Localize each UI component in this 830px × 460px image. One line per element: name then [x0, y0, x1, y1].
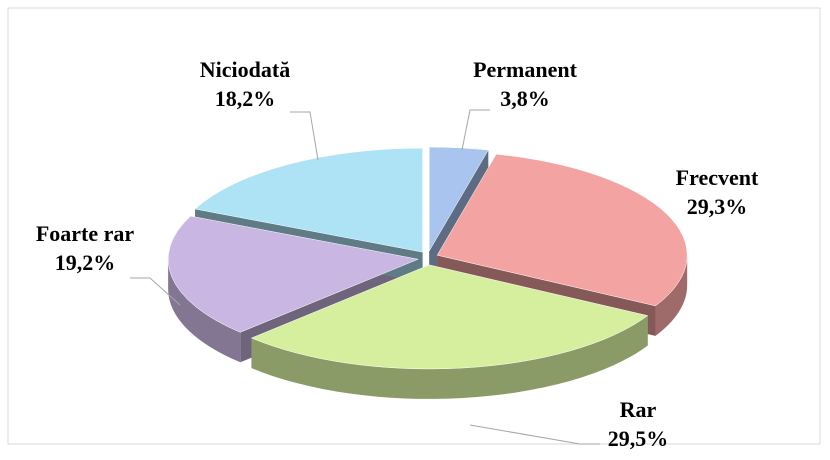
slice-side-shade	[655, 255, 688, 336]
data-label-value: 29,5%	[608, 426, 669, 451]
data-label-name: Rar	[620, 397, 657, 422]
slice	[167, 215, 420, 333]
data-label-value: 29,3%	[687, 194, 748, 219]
leader-line	[469, 424, 600, 445]
leader-line	[461, 109, 490, 151]
leader-line	[130, 277, 181, 306]
slice	[250, 264, 649, 370]
slice	[436, 153, 688, 307]
data-label-name: Frecvent	[676, 165, 759, 190]
slice-side-shade	[251, 315, 648, 399]
slice-side-shade	[168, 259, 241, 363]
data-label-name: Foarte rar	[36, 221, 135, 246]
slice-side	[251, 315, 648, 399]
data-label-value: 19,2%	[55, 250, 116, 275]
slice-side	[655, 255, 688, 336]
data-label-value: 18,2%	[215, 86, 276, 111]
slice	[428, 146, 489, 252]
leader-line	[290, 111, 319, 161]
slice	[194, 147, 423, 253]
data-label-name: Niciodată	[200, 57, 290, 82]
data-label-name: Permanent	[473, 57, 578, 82]
slice-side	[168, 259, 241, 363]
data-label-value: 3,8%	[500, 86, 550, 111]
